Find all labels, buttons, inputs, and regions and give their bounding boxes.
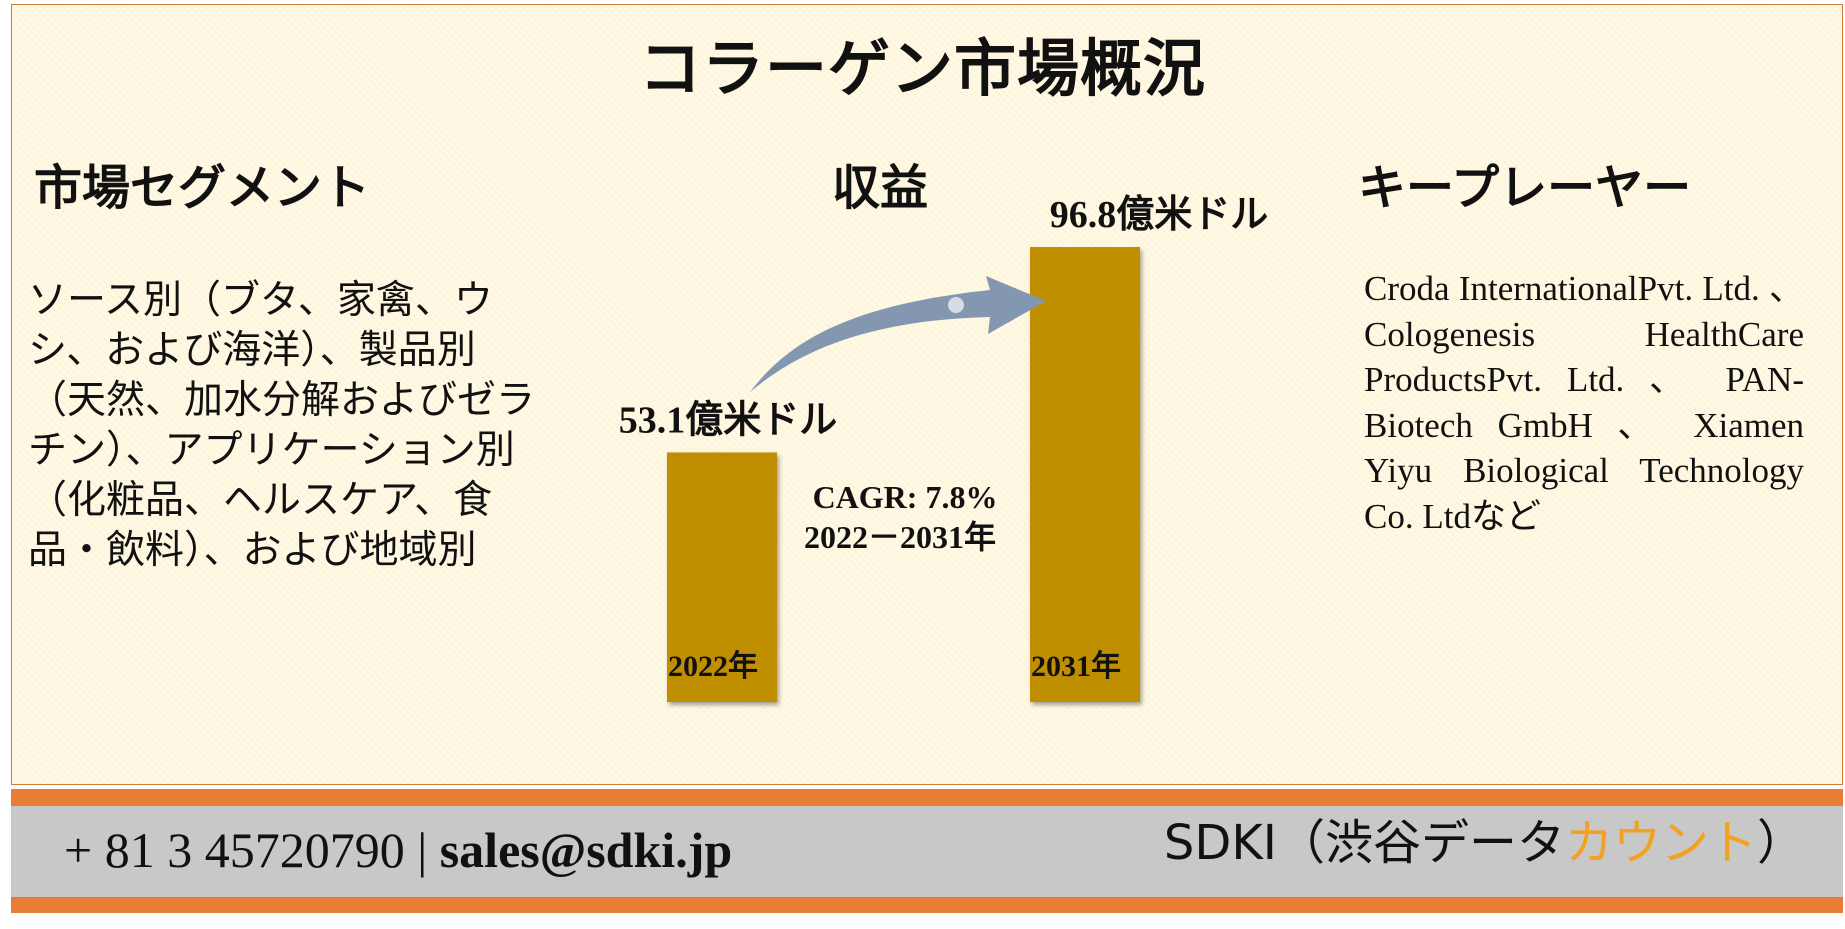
bar-2 <box>1030 247 1140 703</box>
contact-info: + 81 3 45720790 | sales@sdki.jp <box>64 820 732 880</box>
page-title: コラーゲン市場概況 <box>638 32 1206 105</box>
brand-prefix: SDKI（渋谷データ <box>1163 815 1565 871</box>
revenue-heading: 収益 <box>832 160 929 216</box>
phone-number: + 81 3 45720790 <box>64 822 405 878</box>
value-label: 53.1億米ドル <box>619 399 838 441</box>
growth-arrow-icon <box>750 276 1046 392</box>
footer-top-bar <box>11 789 1843 806</box>
brand-accent: カウント <box>1564 815 1757 871</box>
separator: | <box>417 822 428 878</box>
brand-suffix: ） <box>1756 815 1805 871</box>
value-label: 96.8億米ドル <box>1050 194 1269 236</box>
cagr-rate: CAGR: 7.8% <box>813 479 998 515</box>
key-players-heading: キープレーヤー <box>1358 160 1692 216</box>
footer <box>11 806 1843 897</box>
brand-name: SDKI（渋谷データカウント） <box>1164 812 1805 874</box>
category-label: 2022年 <box>668 650 758 683</box>
email-link[interactable]: sales@sdki.jp <box>439 822 733 878</box>
bar-1 <box>667 452 777 702</box>
footer-bottom-bar <box>11 897 1843 913</box>
arrow-dot-icon <box>948 297 964 313</box>
cagr-period: 2022－2031年 <box>804 519 996 555</box>
overview-panel <box>11 4 1843 785</box>
segments-heading: 市場セグメント <box>34 160 371 216</box>
key-players-text: Croda InternationalPvt. Ltd. 、 Cologenes… <box>1364 269 1804 536</box>
category-label: 2031年 <box>1031 650 1121 683</box>
segments-text: ソース別（ブタ、家禽、ウシ、および海洋）、製品別（天然、加水分解およびゼラチン）… <box>28 278 536 573</box>
